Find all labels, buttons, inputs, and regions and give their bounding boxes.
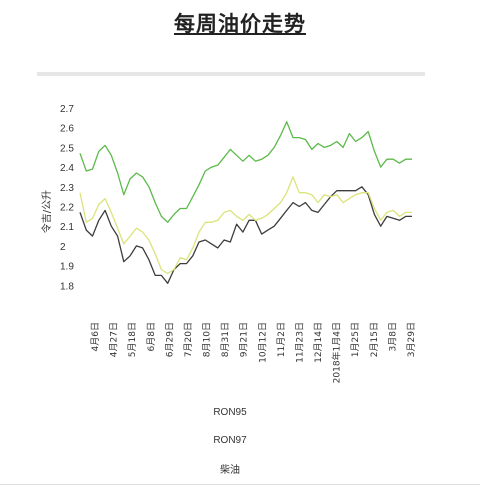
x-tick-label: 8月31日	[220, 322, 231, 357]
series-lines	[79, 121, 412, 284]
x-tick-label: 3月8日	[387, 322, 398, 351]
x-tick-label: 11月2日	[276, 322, 287, 357]
x-tick-label: 4月27日	[109, 322, 120, 357]
y-tick-label: 1.9	[60, 262, 74, 273]
y-tick-label: 2.5	[60, 143, 74, 154]
x-tick-label: 2月15日	[369, 322, 380, 357]
x-tick-label: 12月14日	[313, 322, 324, 363]
y-tick-label: 2	[60, 242, 66, 253]
y-tick-label: 2.4	[60, 163, 74, 174]
x-tick-label: 6月8日	[146, 322, 157, 351]
x-tick-label: 10月12日	[257, 322, 268, 363]
x-tick-label: 11月23日	[294, 322, 305, 363]
x-tick-label: 1月25日	[350, 322, 361, 357]
x-tick-label: 8月10日	[202, 322, 213, 357]
x-tick-label: 7月20日	[183, 322, 194, 357]
y-tick-label: 2.2	[60, 203, 74, 214]
x-tick-label: 3月29日	[406, 322, 417, 357]
legend-item-ron95[interactable]: RON95	[213, 407, 247, 418]
y-axis-label: 令吉/公升	[40, 190, 53, 233]
legend-item-ron97[interactable]: RON97	[213, 435, 247, 446]
x-tick-label: 9月21日	[239, 322, 250, 357]
x-tick-label: 6月29日	[164, 322, 175, 357]
bottom-rule	[0, 484, 480, 485]
page-title: 每周油价走势	[174, 12, 306, 36]
legend-item-diesel[interactable]: 柴油	[220, 465, 240, 476]
series-line-ron95	[79, 186, 412, 284]
series-line-ron97	[79, 176, 412, 275]
x-tick-label: 2018年1月4日	[331, 322, 343, 383]
y-tick-label: 1.8	[60, 281, 74, 292]
x-tick-label: 5月18日	[127, 322, 138, 357]
x-tick-label: 4月6日	[90, 322, 101, 351]
y-ticks: 2.7 2.6 2.5 2.4 2.3 2.2 2.1 2 1.9 1.8	[60, 104, 74, 292]
y-tick-label: 2.3	[60, 183, 74, 194]
title-divider	[37, 72, 425, 76]
y-tick-label: 2.1	[60, 222, 74, 233]
series-line-diesel	[79, 121, 412, 223]
x-ticks: 4月6日 4月27日 5月18日 6月8日 6月29日 7月20日 8月10日 8月31日 9月…	[90, 322, 417, 383]
y-tick-label: 2.6	[60, 124, 74, 135]
y-tick-label: 2.7	[60, 104, 74, 115]
